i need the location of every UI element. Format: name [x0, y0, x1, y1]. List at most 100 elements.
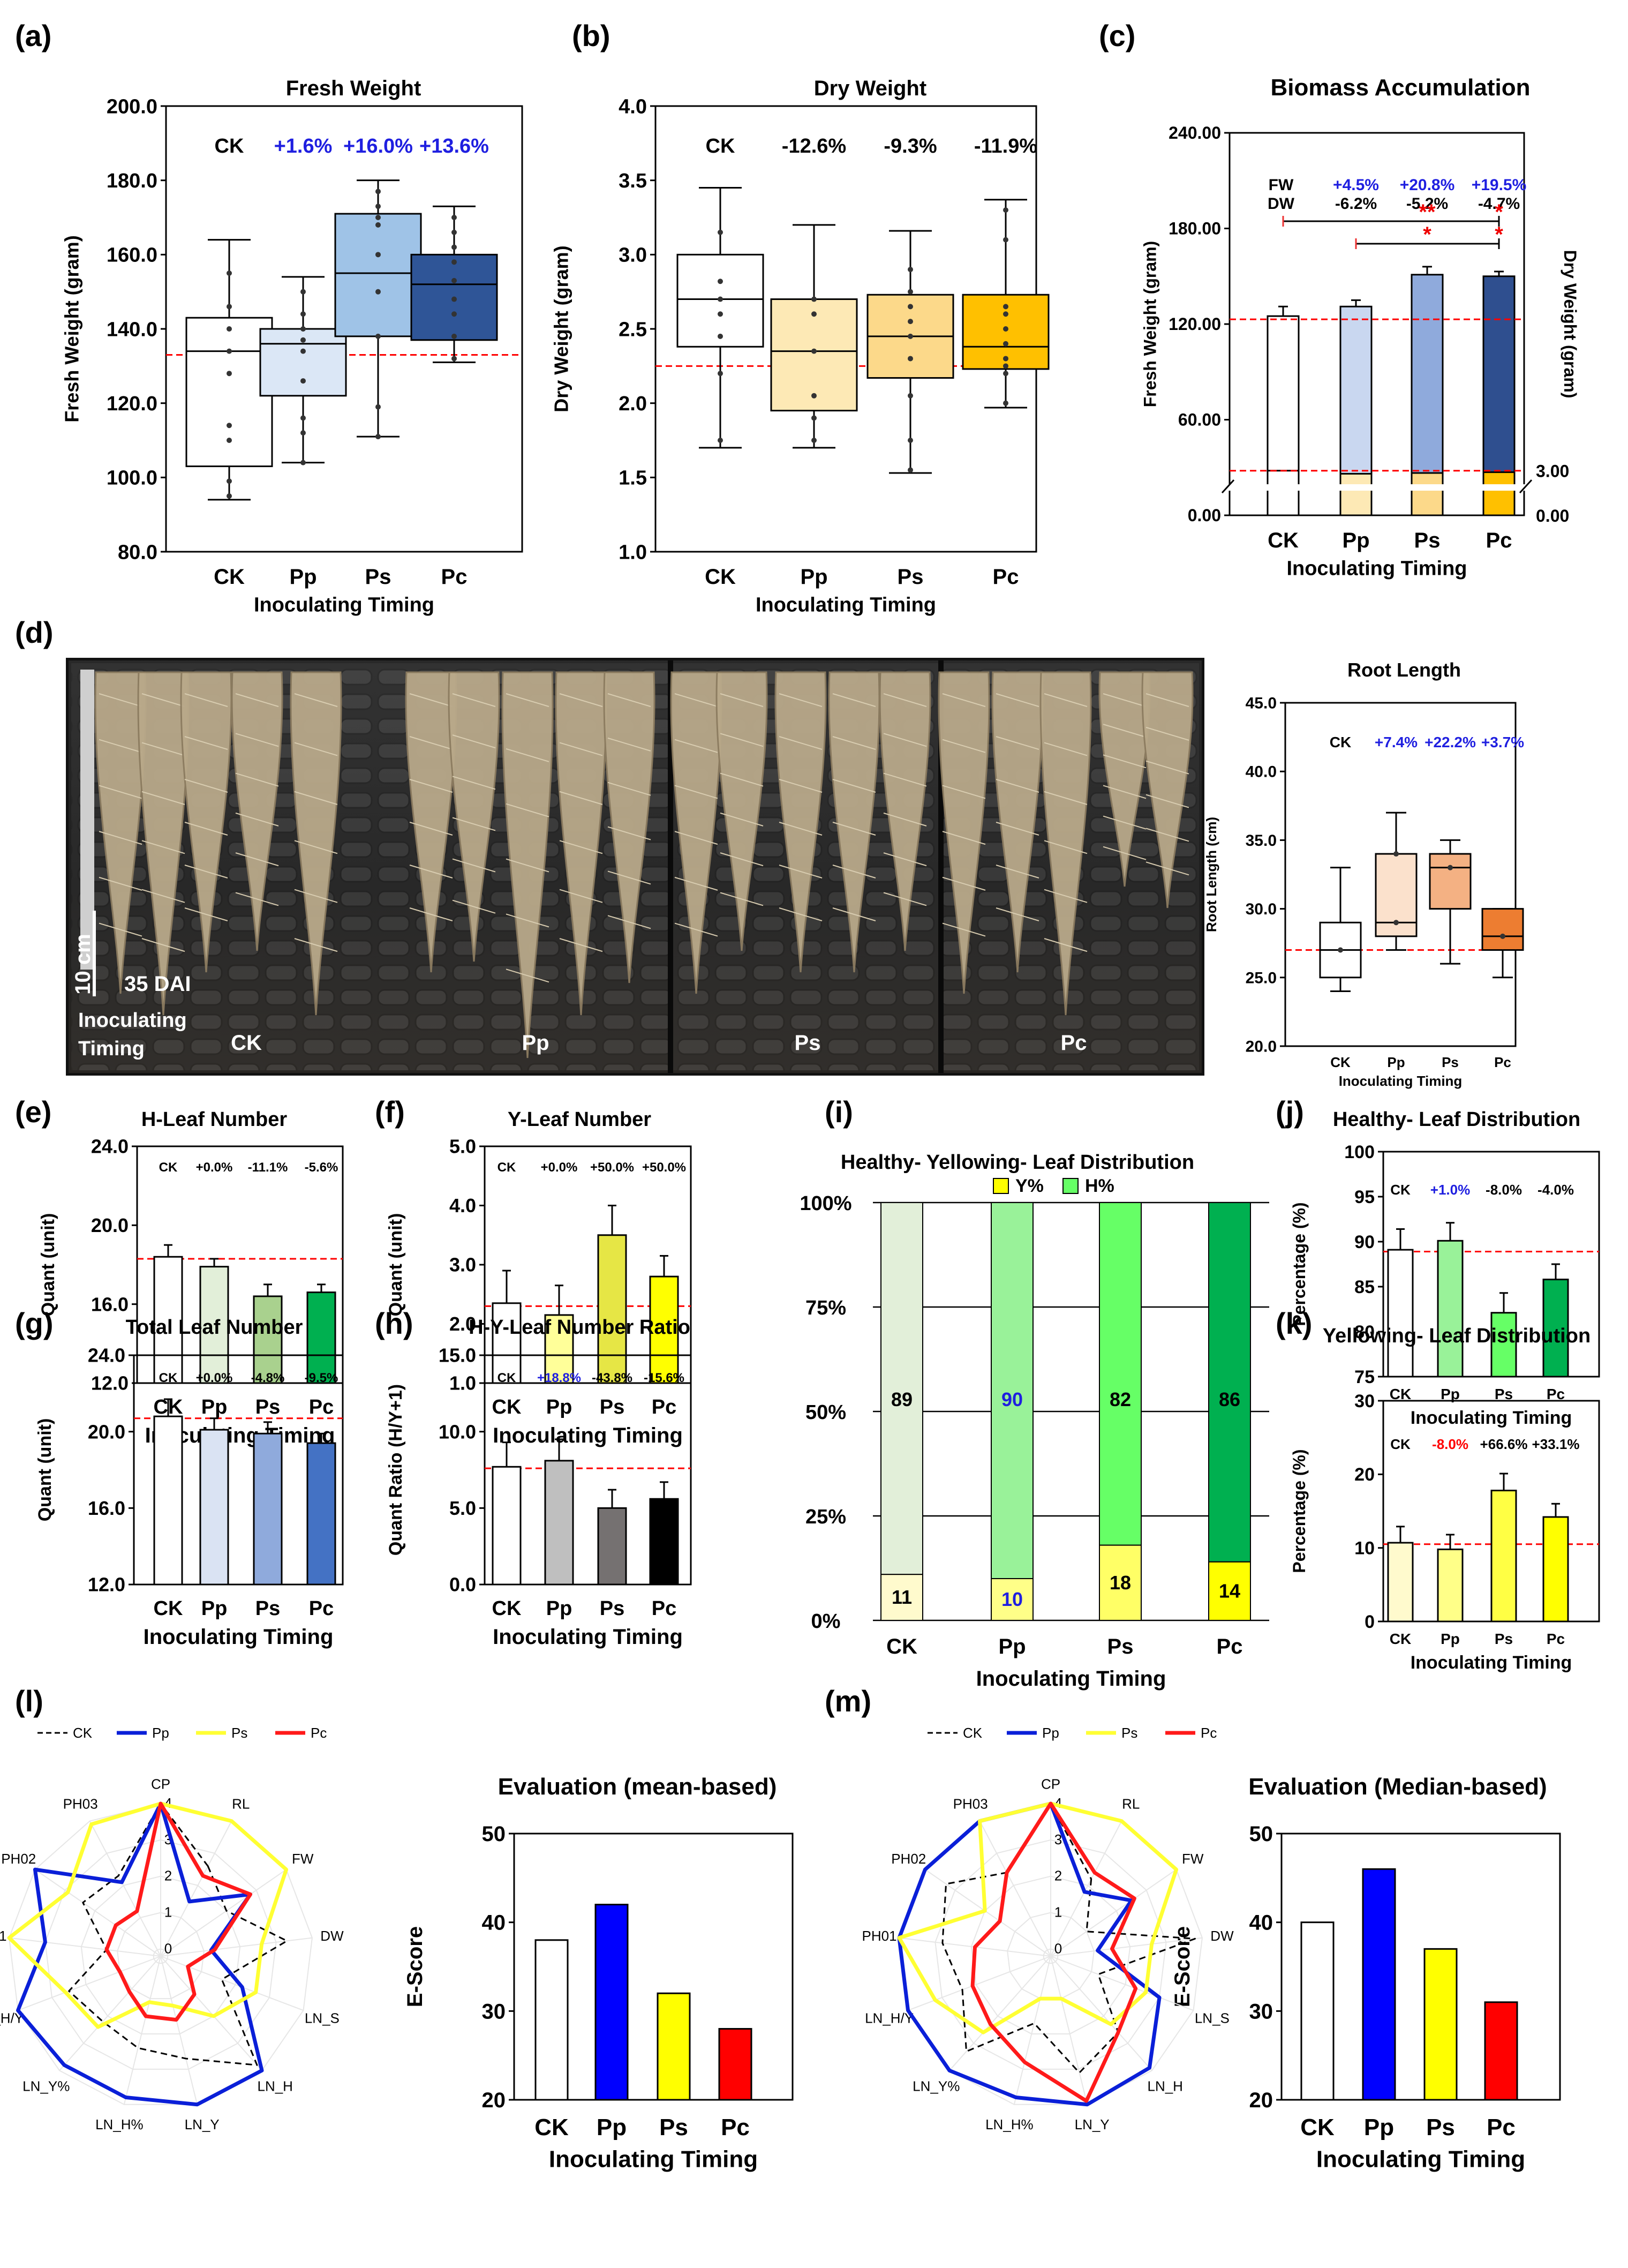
dw-change-label: -6.2%: [1335, 195, 1377, 213]
data-point: [718, 311, 723, 317]
y-tick-label: 24.0: [88, 1345, 125, 1366]
root-texture: [235, 772, 279, 787]
data-point: [718, 279, 723, 284]
h-value-label: 90: [1001, 1388, 1023, 1410]
y-axis-label: Dry Weight (gram): [551, 245, 572, 412]
root-texture: [1103, 846, 1147, 860]
bar: [253, 1432, 283, 1586]
radar-legend-label: CK: [73, 1725, 93, 1741]
change-percent-label: +0.0%: [541, 1160, 578, 1175]
root-texture: [996, 865, 1039, 878]
x-category-label: Pc: [1494, 1054, 1511, 1070]
y-tick-label: 180.0: [107, 170, 157, 192]
radar-axis-label: PH01: [862, 1928, 897, 1944]
chart-title: Total Leaf Number: [126, 1316, 303, 1339]
plot-frame: [484, 1354, 692, 1586]
root-texture: [996, 907, 1039, 921]
radar-axis-label: DW: [320, 1928, 344, 1944]
change-percent-label: -4.8%: [251, 1371, 285, 1385]
x-axis-label: Inoculating Timing: [1339, 1073, 1463, 1089]
x-category-label: CK: [214, 565, 245, 589]
chart-l_radar: (l)RLFWDWLN_SLN_HLN_YLN_H%LN_Y%LN_H/YPH0…: [0, 1684, 344, 2132]
data-point: [300, 289, 306, 295]
radar-legend-label: Ps: [1121, 1725, 1137, 1741]
radar-spoke: [160, 1937, 313, 1957]
root-texture: [294, 693, 338, 707]
change-percent-label: +22.2%: [1425, 734, 1476, 750]
x-axis-label: Inoculating Timing: [976, 1667, 1166, 1691]
data-point: [375, 333, 381, 339]
chart-e: (e) H-Leaf Number 12.0 16.0 20.0 24.0 CK Pp Ps Pc…: [15, 1095, 344, 1447]
radar-axis-label: LN_Y: [185, 2116, 220, 2132]
chart-title: Evaluation (mean-based): [498, 1774, 777, 1800]
x-category-label: CK: [1300, 2114, 1335, 2141]
radar-legend-label: CK: [963, 1725, 983, 1741]
radar-series-pp: [897, 1801, 1162, 2107]
change-percent-label: +18.8%: [537, 1371, 581, 1385]
x-category-label: Pp: [998, 1635, 1026, 1658]
x-category-label: CK: [492, 1396, 522, 1418]
data-point: [227, 493, 232, 499]
root-sample: [715, 671, 768, 951]
x-category-label: CK: [1390, 1386, 1411, 1402]
y-axis-right-label: Dry Weight (gram): [1561, 250, 1580, 399]
y-tick-label: 180.00: [1169, 219, 1221, 238]
y-tick-label: 15.0: [439, 1345, 476, 1366]
bar: [1437, 1548, 1464, 1623]
root-texture: [452, 693, 496, 707]
chart-title: H-Leaf Number: [141, 1108, 288, 1131]
root-texture: [996, 693, 1039, 707]
data-point: [1393, 920, 1399, 926]
data-point: [300, 337, 306, 343]
root-texture: [607, 737, 651, 752]
x-category-label: Pc: [1547, 1386, 1565, 1402]
x-category-label: Pc: [652, 1396, 676, 1418]
radar-spoke: [979, 1821, 1051, 1957]
x-category-label: CK: [492, 1597, 522, 1620]
y-tick-label: 5.0: [449, 1497, 476, 1519]
data-point: [451, 333, 457, 339]
root-texture: [1103, 724, 1147, 738]
data-point: [375, 204, 381, 209]
root-texture: [184, 865, 228, 878]
y-tick-label: 100.0: [107, 467, 157, 490]
bar: [657, 1992, 691, 2101]
root-texture: [235, 852, 279, 867]
y-tick-label: 100: [1344, 1142, 1375, 1162]
radar-axis-label: LN_S: [1195, 2010, 1230, 2026]
fw-change-label: +19.5%: [1472, 176, 1527, 194]
data-point: [451, 277, 457, 283]
y-tick-label: 20.0: [88, 1421, 125, 1443]
chart-g: (g) Total Leaf Number 12.0 16.0 20.0 24.0 CK Pp…: [15, 1306, 344, 1649]
radar-spoke: [949, 1956, 1051, 2071]
change-percent-label: +13.6%: [419, 135, 489, 157]
y-tick-label: 35.0: [1246, 832, 1277, 850]
root-texture: [559, 693, 603, 707]
h-value-label: 86: [1219, 1388, 1240, 1410]
x-category-label: Ps: [255, 1396, 280, 1418]
dw-change-label: -5.2%: [1406, 195, 1448, 213]
root-texture: [1103, 815, 1147, 830]
radar-ring-label: 1: [164, 1904, 172, 1920]
change-percent-label: -43.8%: [592, 1371, 632, 1385]
roots-group: [94, 671, 1194, 1058]
radar-series-pc: [104, 1801, 253, 2022]
root-texture: [99, 785, 142, 799]
root-texture: [996, 736, 1039, 750]
change-percent-label: +1.0%: [1430, 1182, 1470, 1198]
x-category-label: CK: [1268, 529, 1299, 552]
x-category-label: Pp: [546, 1396, 572, 1418]
chart-c: (c) Biomass Accumulation 0.00 60.00 120.00 18…: [1099, 19, 1580, 580]
chart-title: Healthy- Leaf Distribution: [1333, 1108, 1580, 1131]
radar-axis-label: FW: [1182, 1851, 1204, 1867]
change-percent-label: CK: [159, 1371, 178, 1385]
data-point: [451, 356, 457, 362]
x-category-label: Ps: [1414, 529, 1441, 552]
data-point: [300, 348, 306, 354]
timing-label-line2: Timing: [78, 1038, 145, 1060]
data-point: [718, 333, 723, 339]
dai-label: 35 DAI: [124, 972, 191, 996]
radar-spoke: [123, 1956, 161, 2105]
y-tick-label: 30.0: [1246, 900, 1277, 918]
bar: [1542, 1516, 1569, 1623]
